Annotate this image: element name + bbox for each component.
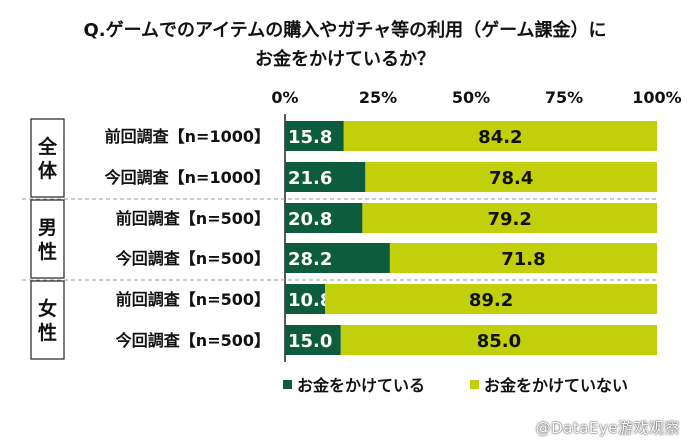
row-label: 前回調査【n=500】 xyxy=(116,209,270,228)
data-label: 15.0 xyxy=(288,331,332,352)
group-label-char: 性 xyxy=(38,321,57,344)
bar-segment-not-paying xyxy=(365,162,657,192)
x-tick-label: 0% xyxy=(271,88,298,107)
row-label: 前回調査【n=1000】 xyxy=(105,127,270,146)
bar-segment-paying xyxy=(285,121,344,151)
x-tick-label: 100% xyxy=(632,88,681,107)
group-label-char: 全 xyxy=(37,135,58,158)
x-tick-label: 25% xyxy=(359,88,397,107)
bar-segment-paying xyxy=(285,325,341,355)
data-label: 15.8 xyxy=(288,127,332,148)
data-label: 71.8 xyxy=(501,249,545,270)
data-label: 89.2 xyxy=(469,290,513,311)
data-label: 85.0 xyxy=(477,331,521,352)
data-label: 28.2 xyxy=(288,249,332,270)
x-tick-label: 50% xyxy=(452,88,490,107)
data-label: 84.2 xyxy=(478,127,522,148)
group-label-char: 体 xyxy=(38,159,58,182)
data-label: 20.8 xyxy=(288,209,332,230)
group-label-box xyxy=(30,118,65,198)
row-label: 前回調査【n=500】 xyxy=(116,290,270,309)
group-label-char: 女 xyxy=(38,297,57,320)
bar-segment-not-paying xyxy=(389,243,657,273)
legend-label: お金をかけている xyxy=(297,376,425,395)
bar-segment-not-paying xyxy=(362,203,657,233)
group-label-box xyxy=(30,199,65,279)
legend-label: お金をかけていない xyxy=(484,376,628,395)
bar-segment-paying xyxy=(285,203,363,233)
legend-swatch xyxy=(283,380,292,389)
bar-segment-paying xyxy=(285,243,390,273)
data-label: 78.4 xyxy=(489,168,533,189)
data-label: 79.2 xyxy=(487,209,531,230)
watermark: @DataEye游戏观察 xyxy=(535,419,680,437)
group-label-char: 性 xyxy=(38,240,57,263)
row-label: 今回調査【n=500】 xyxy=(115,331,270,350)
bar-segment-not-paying xyxy=(325,284,657,314)
bar-segment-paying xyxy=(285,162,366,192)
x-tick-label: 75% xyxy=(545,88,583,107)
row-label: 今回調査【n=500】 xyxy=(115,249,270,268)
data-label: 10.8 xyxy=(288,290,332,311)
bar-segment-not-paying xyxy=(343,121,657,151)
row-label: 今回調査【n=1000】 xyxy=(104,168,270,187)
chart-title-line-2: お金をかけているか？ xyxy=(255,49,435,70)
legend-swatch xyxy=(470,380,479,389)
group-label-char: 男 xyxy=(38,217,57,239)
chart-title-line-1: Q.ゲームでのアイテムの購入やガチャ等の利用（ゲーム課金）に xyxy=(83,20,607,41)
data-label: 21.6 xyxy=(288,168,332,189)
bar-segment-not-paying xyxy=(340,325,657,355)
group-label-box xyxy=(30,280,65,360)
bar-segment-paying xyxy=(285,284,326,314)
